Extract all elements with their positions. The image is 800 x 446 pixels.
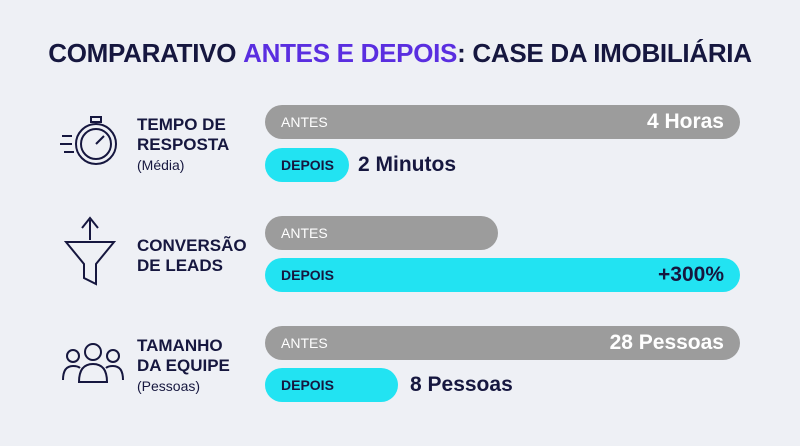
label-line: RESPOSTA	[137, 135, 230, 154]
title-text: COMPARATIVO	[48, 38, 237, 68]
label-line: CONVERSÃO	[137, 236, 247, 255]
label-note: (Média)	[137, 157, 185, 173]
after-bar: DEPOIS +300%	[265, 258, 740, 292]
bar-value: 28 Pessoas	[609, 331, 724, 354]
label-note: (Pessoas)	[137, 378, 201, 394]
bar-tag: ANTES	[281, 335, 328, 351]
team-icon	[62, 343, 124, 383]
label-line: DE LEADS	[137, 256, 223, 275]
stopwatch-icon	[60, 116, 117, 165]
label-line: DA EQUIPE	[137, 356, 230, 375]
before-bar: ANTES 4 Horas	[265, 105, 740, 139]
funnel-icon	[63, 216, 117, 286]
label-line: TAMANHO	[137, 336, 223, 355]
bar-value: 2 Minutos	[358, 153, 456, 176]
after-bar: DEPOIS	[265, 148, 349, 182]
label-line: TEMPO DE	[137, 115, 226, 134]
bar-tag: ANTES	[281, 225, 328, 241]
title: COMPARATIVO ANTES E DEPOIS: CASE DA IMOBI…	[0, 38, 800, 69]
bar-tag: DEPOIS	[281, 377, 334, 393]
row-label: CONVERSÃO DE LEADS	[137, 236, 247, 276]
bar-tag: DEPOIS	[281, 157, 334, 173]
row-label: TEMPO DE RESPOSTA (Média)	[137, 115, 229, 175]
bar-value: +300%	[658, 263, 724, 286]
bar-value: 8 Pessoas	[410, 373, 513, 396]
bar-tag: ANTES	[281, 114, 328, 130]
before-bar: ANTES	[265, 216, 498, 250]
bar-value: 4 Horas	[646, 110, 724, 133]
before-bar: ANTES 28 Pessoas	[265, 326, 740, 360]
bar-tag: DEPOIS	[281, 267, 334, 283]
title-text: : CASE DA IMOBILIÁRIA	[457, 38, 752, 68]
row-label: TAMANHO DA EQUIPE (Pessoas)	[137, 336, 230, 396]
after-bar: DEPOIS	[265, 368, 398, 402]
title-highlight: ANTES E DEPOIS	[243, 38, 458, 68]
